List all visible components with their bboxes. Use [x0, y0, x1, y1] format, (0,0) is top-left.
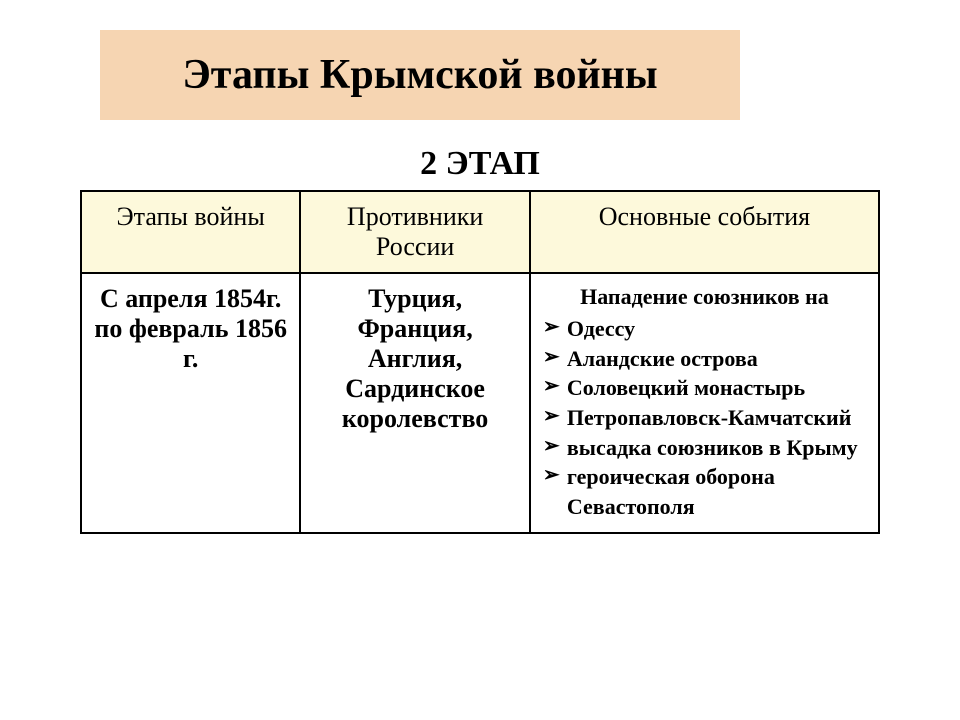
list-item: высадка союзников в Крыму — [539, 433, 870, 463]
list-item: Петропавловск-Камчатский — [539, 403, 870, 433]
col-header-opponents: Противники России — [300, 191, 530, 273]
list-item: героическая оборона Севастополя — [539, 462, 870, 521]
title-box: Этапы Крымской войны — [100, 30, 740, 120]
stages-table: Этапы войны Противники России Основные с… — [80, 190, 880, 534]
table-header-row: Этапы войны Противники России Основные с… — [81, 191, 879, 273]
slide-subtitle: 2 ЭТАП — [0, 145, 960, 183]
events-lead: Нападение союзников на — [539, 284, 870, 310]
slide-title: Этапы Крымской войны — [182, 51, 657, 99]
col-header-stages: Этапы войны — [81, 191, 300, 273]
cell-opponents: Турция, Франция, Англия, Сардинское коро… — [300, 273, 530, 533]
cell-events: Нападение союзников на Одессу Аландские … — [530, 273, 879, 533]
list-item: Аландские острова — [539, 344, 870, 374]
slide: Этапы Крымской войны 2 ЭТАП Этапы войны … — [0, 0, 960, 720]
col-header-events: Основные события — [530, 191, 879, 273]
cell-period: С апреля 1854г. по февраль 1856 г. — [81, 273, 300, 533]
list-item: Одессу — [539, 314, 870, 344]
events-list: Одессу Аландские острова Соловецкий мона… — [539, 314, 870, 522]
list-item: Соловецкий монастырь — [539, 373, 870, 403]
table-row: С апреля 1854г. по февраль 1856 г. Турци… — [81, 273, 879, 533]
